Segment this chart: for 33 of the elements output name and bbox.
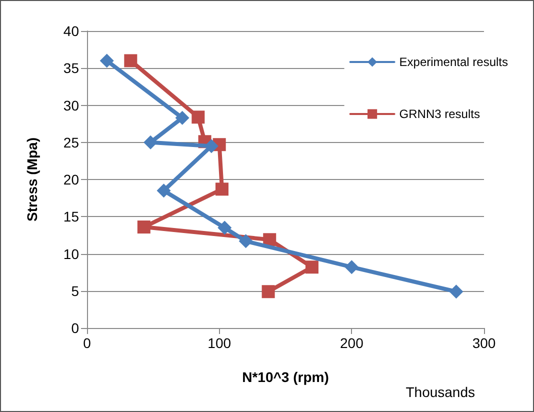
y-tick-label: 20 xyxy=(63,172,80,188)
point xyxy=(215,182,228,196)
x-tick-label: 100 xyxy=(208,335,232,351)
y-axis-title: Stress (Mpa) xyxy=(24,137,40,222)
y-tick-label: 35 xyxy=(63,60,80,76)
point xyxy=(449,284,464,299)
x-axis-title: N*10^3 (rpm) xyxy=(242,369,329,385)
y-tick-label: 15 xyxy=(63,208,80,225)
y-tick-label: 30 xyxy=(63,97,80,114)
legend-label: Experimental results xyxy=(399,55,508,69)
point xyxy=(263,233,276,246)
point xyxy=(156,184,171,198)
point xyxy=(175,110,190,125)
y-tick-label: 25 xyxy=(63,134,80,150)
point xyxy=(262,285,275,298)
point xyxy=(204,139,218,154)
point xyxy=(100,54,114,68)
x-tick-label: 200 xyxy=(340,335,364,351)
point xyxy=(238,234,253,248)
point xyxy=(137,220,150,234)
point xyxy=(192,110,205,124)
point xyxy=(218,220,232,235)
y-tick-label: 5 xyxy=(71,282,80,299)
y-tick-label: 10 xyxy=(63,246,80,262)
y-tick-label: 0 xyxy=(71,320,80,336)
text: Thousands xyxy=(406,384,476,400)
x-tick-label: 0 xyxy=(83,335,92,351)
legend-label: GRNN3 results xyxy=(399,107,480,121)
point xyxy=(305,260,318,274)
y-tick-label: 40 xyxy=(63,23,80,39)
x-tick-label: 300 xyxy=(472,335,496,351)
point xyxy=(344,260,359,274)
point xyxy=(124,54,138,68)
